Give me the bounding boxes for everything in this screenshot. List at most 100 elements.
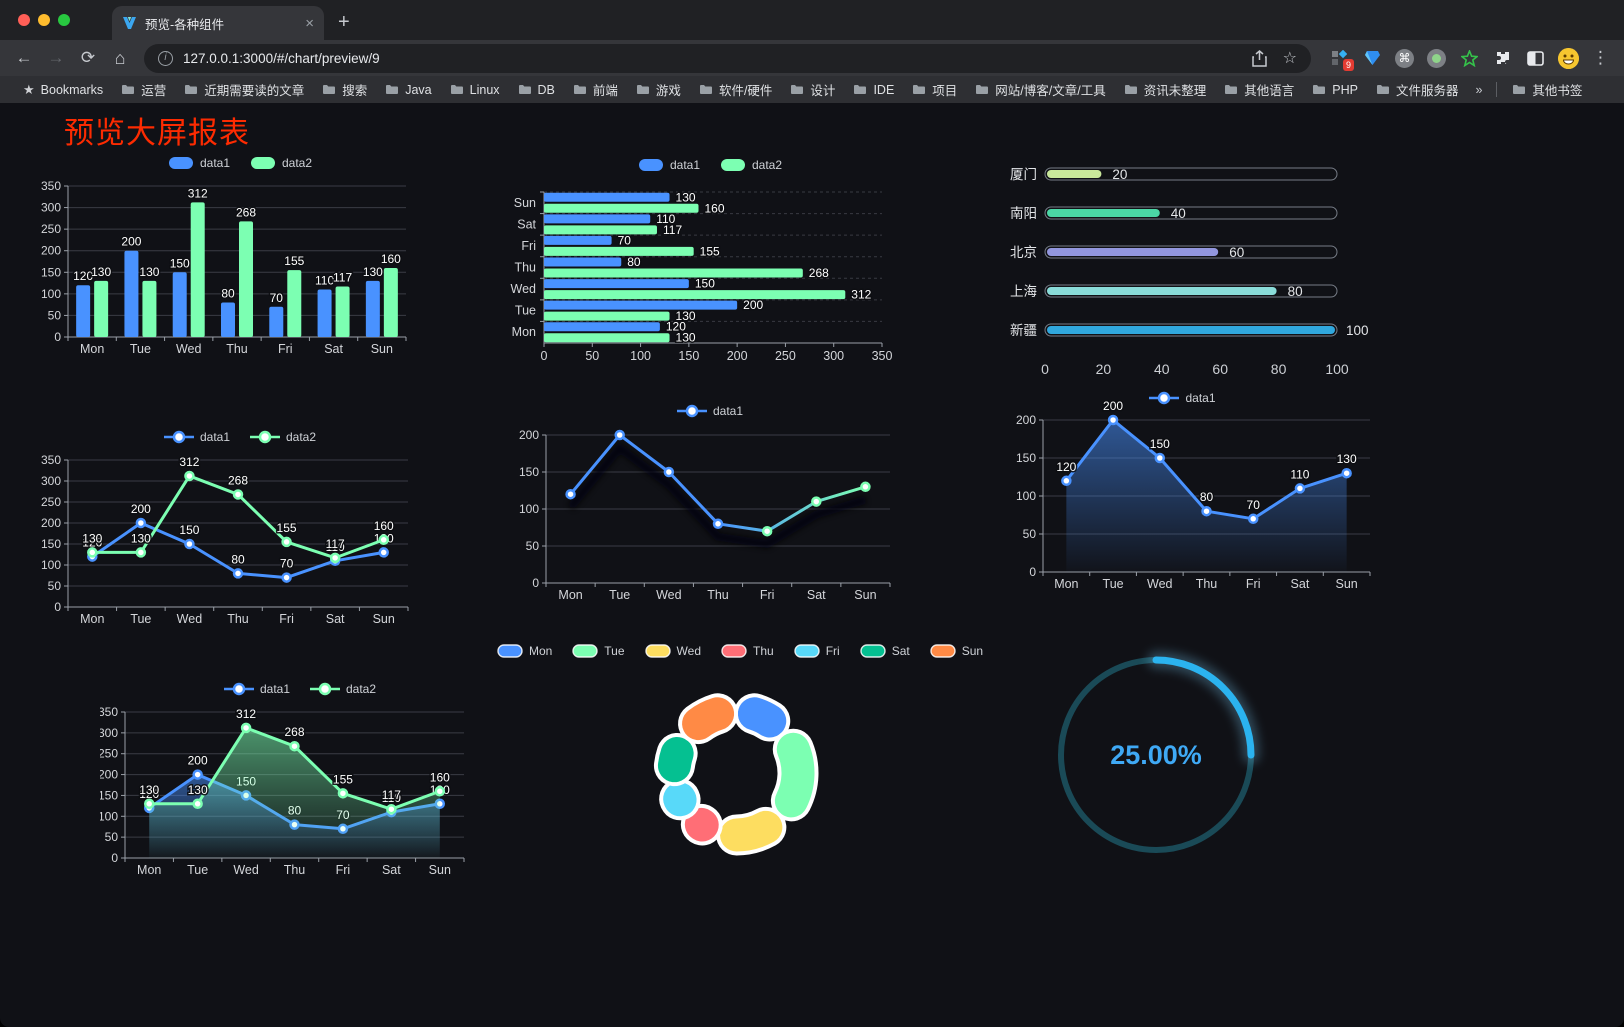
puzzle-extensions-icon[interactable] (1492, 48, 1512, 68)
c8-canvas (653, 693, 819, 856)
bookmark-folder[interactable]: 软件/硬件 (690, 80, 781, 99)
side-panel-icon[interactable] (1525, 48, 1545, 68)
home-icon[interactable]: ⌂ (114, 47, 126, 68)
legend-item-Tue[interactable]: Tue (572, 644, 625, 658)
legend-item-data2[interactable]: data2 (720, 158, 782, 172)
c9-canvas: 25.00% (1058, 651, 1260, 853)
svg-text:Thu: Thu (227, 612, 249, 626)
svg-text:Sat: Sat (324, 342, 343, 356)
bookmark-folder[interactable]: IDE (844, 83, 903, 97)
bookmarks-overflow-chevron[interactable]: » (1475, 82, 1483, 97)
close-window-button[interactable] (18, 14, 30, 26)
other-bookmarks[interactable]: 其他书签 (1503, 80, 1591, 99)
recorder-extension-icon[interactable] (1427, 48, 1446, 68)
svg-text:268: 268 (236, 205, 256, 219)
donut-chart: Mon Tue Wed Thu Fri Sat Sun (497, 638, 983, 893)
minimize-window-button[interactable] (38, 14, 50, 26)
legend-item-Wed[interactable]: Wed (644, 644, 701, 658)
new-tab-button[interactable]: + (338, 11, 350, 33)
command-extension-icon[interactable]: ⌘ (1395, 48, 1414, 68)
legend-item-data1[interactable]: data1 (638, 158, 700, 172)
legend-item-data1[interactable]: data1 (223, 682, 290, 696)
svg-text:南阳: 南阳 (1010, 206, 1037, 221)
svg-text:200: 200 (100, 768, 118, 782)
svg-text:200: 200 (41, 516, 61, 530)
bookmark-folder[interactable]: Java (376, 83, 440, 97)
svg-text:Sat: Sat (326, 612, 345, 626)
bookmark-folder[interactable]: Linux (441, 83, 509, 97)
legend-item-Fri[interactable]: Fri (793, 644, 840, 658)
tab-title: 预览-各种组件 (145, 17, 225, 32)
legend-item-data1[interactable]: data1 (1149, 391, 1216, 405)
profile-avatar[interactable] (1558, 47, 1579, 69)
bookmark-folder[interactable]: 文件服务器 (1367, 80, 1468, 99)
back-icon[interactable]: ← (15, 48, 33, 67)
forward-icon[interactable]: → (47, 48, 65, 67)
site-info-icon[interactable]: i (158, 50, 173, 66)
bookmark-folder[interactable]: 近期需要读的文章 (175, 80, 313, 99)
svg-text:Fri: Fri (521, 239, 536, 253)
bookmark-folder[interactable]: 前端 (564, 80, 627, 99)
chart-legend: data1 data2 (40, 429, 440, 445)
legend-item-data1[interactable]: data1 (168, 156, 230, 170)
bookmark-folder[interactable]: 设计 (781, 80, 844, 99)
bookmark-folder[interactable]: 资讯未整理 (1115, 80, 1216, 99)
gem-extension-icon[interactable] (1362, 48, 1382, 68)
bookmark-folder[interactable]: DB (509, 83, 564, 97)
svg-text:50: 50 (526, 539, 540, 553)
bookmark-folder[interactable]: 项目 (903, 80, 966, 99)
legend-item-Sat[interactable]: Sat (859, 644, 910, 658)
legend-item-Sun[interactable]: Sun (930, 644, 983, 658)
menu-kebab-icon[interactable]: ⋮ (1592, 48, 1609, 67)
svg-text:160: 160 (430, 770, 450, 784)
svg-text:0: 0 (541, 349, 548, 363)
legend-item-data2[interactable]: data2 (310, 682, 376, 696)
extension-grid-icon[interactable]: 9 (1329, 48, 1354, 71)
svg-text:50: 50 (585, 349, 599, 363)
star-extension-icon[interactable] (1459, 48, 1479, 68)
bookmark-star-icon[interactable]: ☆ (1282, 50, 1297, 67)
svg-text:200: 200 (131, 502, 151, 516)
horizontal-bar-chart: 0 50 100 150 200 250 300 350 Sun 130 160 Sat 110 117 F… (500, 152, 920, 377)
zoom-window-button[interactable] (58, 14, 70, 26)
browser-tab[interactable]: 预览-各种组件 × (112, 6, 324, 40)
svg-text:70: 70 (618, 233, 632, 247)
bookmark-folder[interactable]: 游戏 (627, 80, 690, 99)
svg-text:70: 70 (270, 291, 284, 305)
svg-text:Fri: Fri (336, 863, 351, 877)
bookmark-folder[interactable]: 搜索 (313, 80, 376, 99)
svg-text:312: 312 (188, 186, 208, 200)
legend-item-data1[interactable]: data1 (676, 404, 743, 418)
url-text[interactable]: 127.0.0.1:3000/#/chart/preview/9 (183, 50, 380, 66)
svg-text:268: 268 (228, 473, 248, 487)
svg-text:Thu: Thu (707, 588, 729, 602)
legend-item-data2[interactable]: data2 (250, 156, 312, 170)
svg-text:117: 117 (663, 223, 682, 237)
svg-text:110: 110 (382, 791, 401, 805)
reload-icon[interactable]: ⟳ (80, 48, 96, 67)
legend-item-Mon[interactable]: Mon (497, 644, 552, 658)
bookmark-folder[interactable]: 网站/博客/文章/工具 (966, 80, 1114, 99)
svg-text:Thu: Thu (226, 342, 248, 356)
bookmarks-root[interactable]: ★ Bookmarks (14, 82, 112, 98)
legend-item-data1[interactable]: data1 (163, 430, 230, 444)
tab-close-icon[interactable]: × (305, 14, 314, 32)
svg-text:200: 200 (1016, 413, 1036, 427)
svg-text:Tue: Tue (1103, 577, 1124, 591)
legend-item-Thu[interactable]: Thu (721, 644, 774, 658)
svg-text:120: 120 (73, 269, 93, 283)
bookmark-folder[interactable]: PHP (1303, 83, 1367, 97)
svg-text:150: 150 (41, 537, 61, 551)
svg-text:120: 120 (1056, 460, 1076, 474)
svg-text:155: 155 (277, 521, 297, 535)
svg-text:160: 160 (374, 519, 394, 533)
bookmark-folder[interactable]: 其他语言 (1215, 80, 1303, 99)
svg-text:0: 0 (1029, 565, 1036, 579)
bookmark-folder[interactable]: 运营 (112, 80, 175, 99)
svg-text:130: 130 (363, 265, 383, 279)
share-icon[interactable] (1251, 49, 1267, 67)
legend-item-data2[interactable]: data2 (250, 430, 316, 444)
c3-canvas: 厦门 20 南阳 40 北京 60 上海 80 新疆 100 0 20 40 60 80 100 (1010, 167, 1369, 377)
address-bar[interactable]: i 127.0.0.1:3000/#/chart/preview/9 ☆ (144, 43, 1311, 73)
